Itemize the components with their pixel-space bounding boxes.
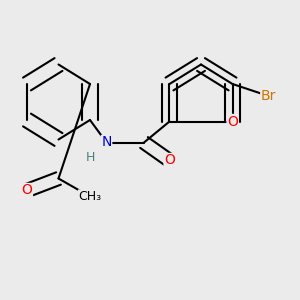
Text: N: N: [101, 136, 112, 149]
Text: O: O: [227, 115, 238, 128]
Text: Br: Br: [261, 89, 276, 103]
Text: O: O: [22, 184, 32, 197]
Text: H: H: [85, 151, 95, 164]
Text: O: O: [164, 154, 175, 167]
Text: CH₃: CH₃: [78, 190, 102, 203]
